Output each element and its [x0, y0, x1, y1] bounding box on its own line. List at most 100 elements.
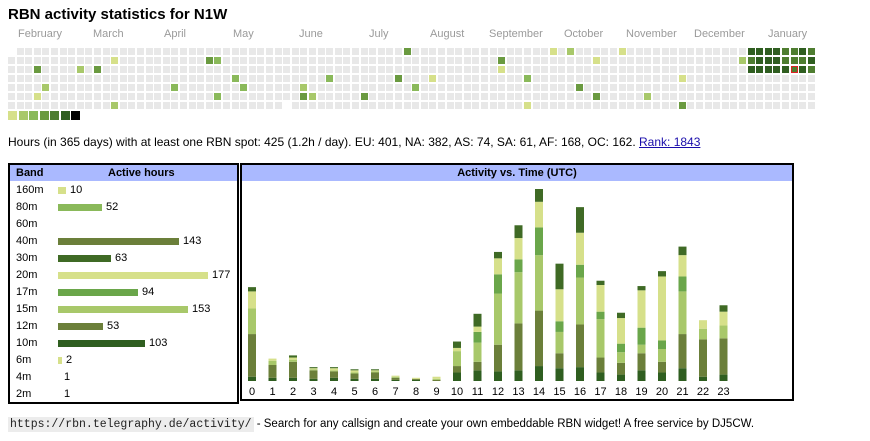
heatmap-day-cell[interactable]	[102, 57, 110, 64]
heatmap-day-cell[interactable]	[171, 48, 179, 55]
heatmap-day-cell[interactable]	[309, 75, 316, 82]
heatmap-day-cell[interactable]	[610, 57, 617, 64]
heatmap-day-cell[interactable]	[274, 75, 282, 82]
heatmap-day-cell[interactable]	[300, 75, 308, 82]
heatmap-day-cell[interactable]	[231, 102, 239, 109]
heatmap-day-cell[interactable]	[369, 66, 377, 73]
heatmap-day-cell[interactable]	[412, 66, 420, 73]
heatmap-day-cell[interactable]	[678, 102, 686, 109]
heatmap-day-cell[interactable]	[799, 93, 807, 100]
heatmap-day-cell[interactable]	[214, 57, 222, 64]
heatmap-day-cell[interactable]	[584, 48, 592, 55]
heatmap-day-cell[interactable]	[481, 57, 488, 64]
heatmap-day-cell[interactable]	[85, 102, 93, 109]
heatmap-day-cell[interactable]	[438, 48, 445, 55]
heatmap-day-cell[interactable]	[635, 93, 643, 100]
heatmap-day-cell[interactable]	[25, 93, 33, 100]
heatmap-day-cell[interactable]	[360, 84, 368, 91]
heatmap-day-cell[interactable]	[438, 66, 445, 73]
heatmap-day-cell[interactable]	[498, 48, 506, 55]
heatmap-day-cell[interactable]	[481, 93, 488, 100]
heatmap-day-cell[interactable]	[446, 93, 454, 100]
heatmap-day-cell[interactable]	[257, 75, 265, 82]
heatmap-day-cell[interactable]	[283, 84, 291, 91]
heatmap-day-cell[interactable]	[670, 57, 678, 64]
heatmap-day-cell[interactable]	[799, 48, 807, 55]
heatmap-day-cell[interactable]	[807, 66, 815, 73]
heatmap-day-cell[interactable]	[524, 102, 531, 109]
heatmap-day-cell[interactable]	[85, 84, 93, 91]
heatmap-day-cell[interactable]	[687, 57, 695, 64]
heatmap-day-cell[interactable]	[102, 48, 110, 55]
heatmap-day-cell[interactable]	[661, 84, 669, 91]
heatmap-day-cell[interactable]	[790, 84, 798, 91]
heatmap-day-cell[interactable]	[670, 66, 678, 73]
heatmap-day-cell[interactable]	[85, 93, 93, 100]
heatmap-day-cell[interactable]	[266, 102, 273, 109]
heatmap-day-cell[interactable]	[532, 93, 540, 100]
heatmap-day-cell[interactable]	[455, 84, 463, 91]
heatmap-day-cell[interactable]	[274, 102, 282, 109]
heatmap-day-cell[interactable]	[223, 48, 230, 55]
heatmap-day-cell[interactable]	[567, 66, 574, 73]
heatmap-day-cell[interactable]	[412, 93, 420, 100]
heatmap-day-cell[interactable]	[343, 48, 351, 55]
heatmap-day-cell[interactable]	[635, 57, 643, 64]
heatmap-day-cell[interactable]	[257, 57, 265, 64]
heatmap-day-cell[interactable]	[773, 48, 781, 55]
heatmap-day-cell[interactable]	[119, 93, 127, 100]
heatmap-day-cell[interactable]	[68, 57, 76, 64]
heatmap-day-cell[interactable]	[584, 93, 592, 100]
heatmap-day-cell[interactable]	[498, 102, 506, 109]
heatmap-day-cell[interactable]	[326, 84, 334, 91]
heatmap-day-cell[interactable]	[696, 84, 703, 91]
heatmap-day-cell[interactable]	[291, 48, 299, 55]
heatmap-day-cell[interactable]	[592, 57, 600, 64]
heatmap-day-cell[interactable]	[205, 66, 213, 73]
heatmap-day-cell[interactable]	[782, 48, 789, 55]
heatmap-day-cell[interactable]	[618, 102, 626, 109]
heatmap-day-cell[interactable]	[644, 75, 652, 82]
heatmap-day-cell[interactable]	[506, 57, 514, 64]
heatmap-day-cell[interactable]	[334, 93, 342, 100]
heatmap-day-cell[interactable]	[764, 75, 772, 82]
heatmap-day-cell[interactable]	[515, 66, 523, 73]
heatmap-day-cell[interactable]	[162, 66, 170, 73]
heatmap-day-cell[interactable]	[532, 66, 540, 73]
heatmap-day-cell[interactable]	[472, 66, 480, 73]
heatmap-day-cell[interactable]	[524, 93, 531, 100]
heatmap-day-cell[interactable]	[670, 84, 678, 91]
heatmap-day-cell[interactable]	[317, 102, 325, 109]
heatmap-day-cell[interactable]	[506, 102, 514, 109]
heatmap-day-cell[interactable]	[584, 102, 592, 109]
heatmap-day-cell[interactable]	[154, 102, 162, 109]
heatmap-day-cell[interactable]	[326, 57, 334, 64]
heatmap-day-cell[interactable]	[317, 57, 325, 64]
heatmap-day-cell[interactable]	[618, 84, 626, 91]
heatmap-day-cell[interactable]	[420, 66, 428, 73]
heatmap-day-cell[interactable]	[214, 84, 222, 91]
heatmap-day-cell[interactable]	[446, 57, 454, 64]
heatmap-day-cell[interactable]	[386, 66, 394, 73]
heatmap-day-cell[interactable]	[627, 66, 635, 73]
heatmap-day-cell[interactable]	[429, 57, 437, 64]
heatmap-day-cell[interactable]	[171, 102, 179, 109]
heatmap-day-cell[interactable]	[119, 48, 127, 55]
heatmap-day-cell[interactable]	[463, 93, 471, 100]
heatmap-day-cell[interactable]	[498, 66, 506, 73]
heatmap-day-cell[interactable]	[653, 102, 660, 109]
heatmap-day-cell[interactable]	[558, 66, 566, 73]
heatmap-day-cell[interactable]	[644, 66, 652, 73]
heatmap-day-cell[interactable]	[773, 57, 781, 64]
heatmap-day-cell[interactable]	[489, 48, 497, 55]
heatmap-day-cell[interactable]	[807, 75, 815, 82]
heatmap-day-cell[interactable]	[180, 93, 187, 100]
heatmap-day-cell[interactable]	[197, 57, 205, 64]
heatmap-day-cell[interactable]	[76, 66, 84, 73]
heatmap-day-cell[interactable]	[696, 102, 703, 109]
heatmap-day-cell[interactable]	[549, 93, 557, 100]
heatmap-day-cell[interactable]	[739, 84, 746, 91]
heatmap-day-cell[interactable]	[429, 84, 437, 91]
heatmap-day-cell[interactable]	[549, 102, 557, 109]
heatmap-day-cell[interactable]	[618, 75, 626, 82]
